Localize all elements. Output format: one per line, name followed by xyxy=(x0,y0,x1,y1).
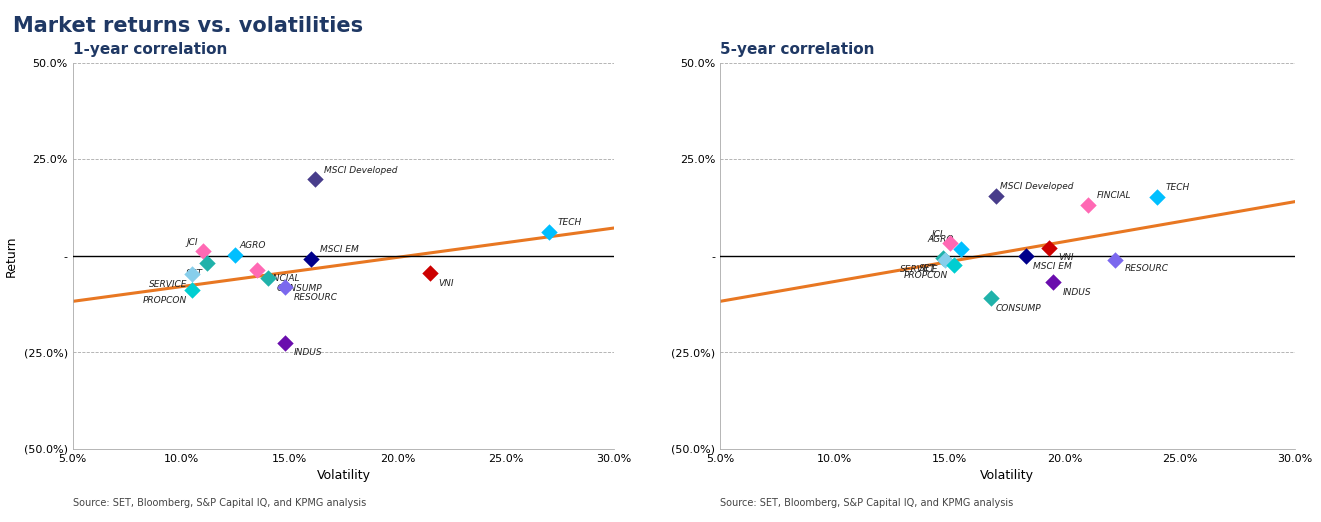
Text: SET: SET xyxy=(186,268,202,278)
Point xyxy=(980,294,1001,302)
Text: JCI: JCI xyxy=(931,230,943,239)
Y-axis label: Return: Return xyxy=(5,235,18,277)
Point xyxy=(275,283,296,292)
Point xyxy=(181,270,202,279)
Text: MSCI EM: MSCI EM xyxy=(320,245,358,254)
Text: TECH: TECH xyxy=(557,218,583,227)
Text: INDUS: INDUS xyxy=(1062,288,1091,297)
Point xyxy=(939,239,960,247)
Text: SERVICE: SERVICE xyxy=(149,280,188,289)
Point xyxy=(300,255,321,263)
Text: TECH: TECH xyxy=(1166,183,1190,193)
Text: AGRO: AGRO xyxy=(239,241,266,250)
X-axis label: Volatility: Volatility xyxy=(317,469,370,482)
Point xyxy=(951,245,972,253)
Text: CONSUMP: CONSUMP xyxy=(996,304,1041,313)
Text: SERVICE: SERVICE xyxy=(900,265,938,275)
Point xyxy=(181,286,202,294)
Text: FINCIAL: FINCIAL xyxy=(266,275,300,283)
Text: JCI: JCI xyxy=(186,238,198,246)
Text: Source: SET, Bloomberg, S&P Capital IQ, and KPMG analysis: Source: SET, Bloomberg, S&P Capital IQ, … xyxy=(73,499,366,508)
Point xyxy=(933,254,954,262)
X-axis label: Volatility: Volatility xyxy=(980,469,1034,482)
Point xyxy=(1104,255,1125,264)
Text: Source: SET, Bloomberg, S&P Capital IQ, and KPMG analysis: Source: SET, Bloomberg, S&P Capital IQ, … xyxy=(720,499,1013,508)
Text: 5-year correlation: 5-year correlation xyxy=(720,42,875,57)
Text: VNI: VNI xyxy=(439,279,454,288)
Text: AGRO: AGRO xyxy=(927,235,954,244)
Point xyxy=(1015,252,1036,260)
Point xyxy=(935,255,956,264)
Point xyxy=(192,247,213,255)
Text: MSCI Developed: MSCI Developed xyxy=(1000,182,1074,191)
Point xyxy=(246,266,267,275)
Point xyxy=(1147,193,1168,201)
Text: PROPCON: PROPCON xyxy=(904,271,947,280)
Text: PROPCON: PROPCON xyxy=(143,295,188,304)
Point xyxy=(943,261,964,269)
Text: FINCIAL: FINCIAL xyxy=(1096,191,1131,200)
Text: VNI: VNI xyxy=(1058,253,1074,262)
Text: CONSUMP: CONSUMP xyxy=(276,284,322,293)
Text: MSCI Developed: MSCI Developed xyxy=(324,165,398,175)
Point xyxy=(539,228,560,236)
Point xyxy=(1042,278,1063,286)
Text: Market returns vs. volatilities: Market returns vs. volatilities xyxy=(13,16,363,35)
Point xyxy=(420,269,441,277)
Text: 1-year correlation: 1-year correlation xyxy=(73,42,227,57)
Text: INDUS: INDUS xyxy=(293,349,322,358)
Text: RESOURC: RESOURC xyxy=(293,293,338,302)
Text: SET: SET xyxy=(919,264,937,272)
Point xyxy=(275,338,296,347)
Point xyxy=(197,258,218,267)
Text: MSCI EM: MSCI EM xyxy=(1033,262,1071,270)
Point xyxy=(985,192,1007,200)
Point xyxy=(305,175,326,183)
Point xyxy=(1077,200,1098,209)
Point xyxy=(1038,244,1059,252)
Point xyxy=(258,274,279,282)
Text: RESOURC: RESOURC xyxy=(1124,264,1169,274)
Point xyxy=(225,251,246,259)
